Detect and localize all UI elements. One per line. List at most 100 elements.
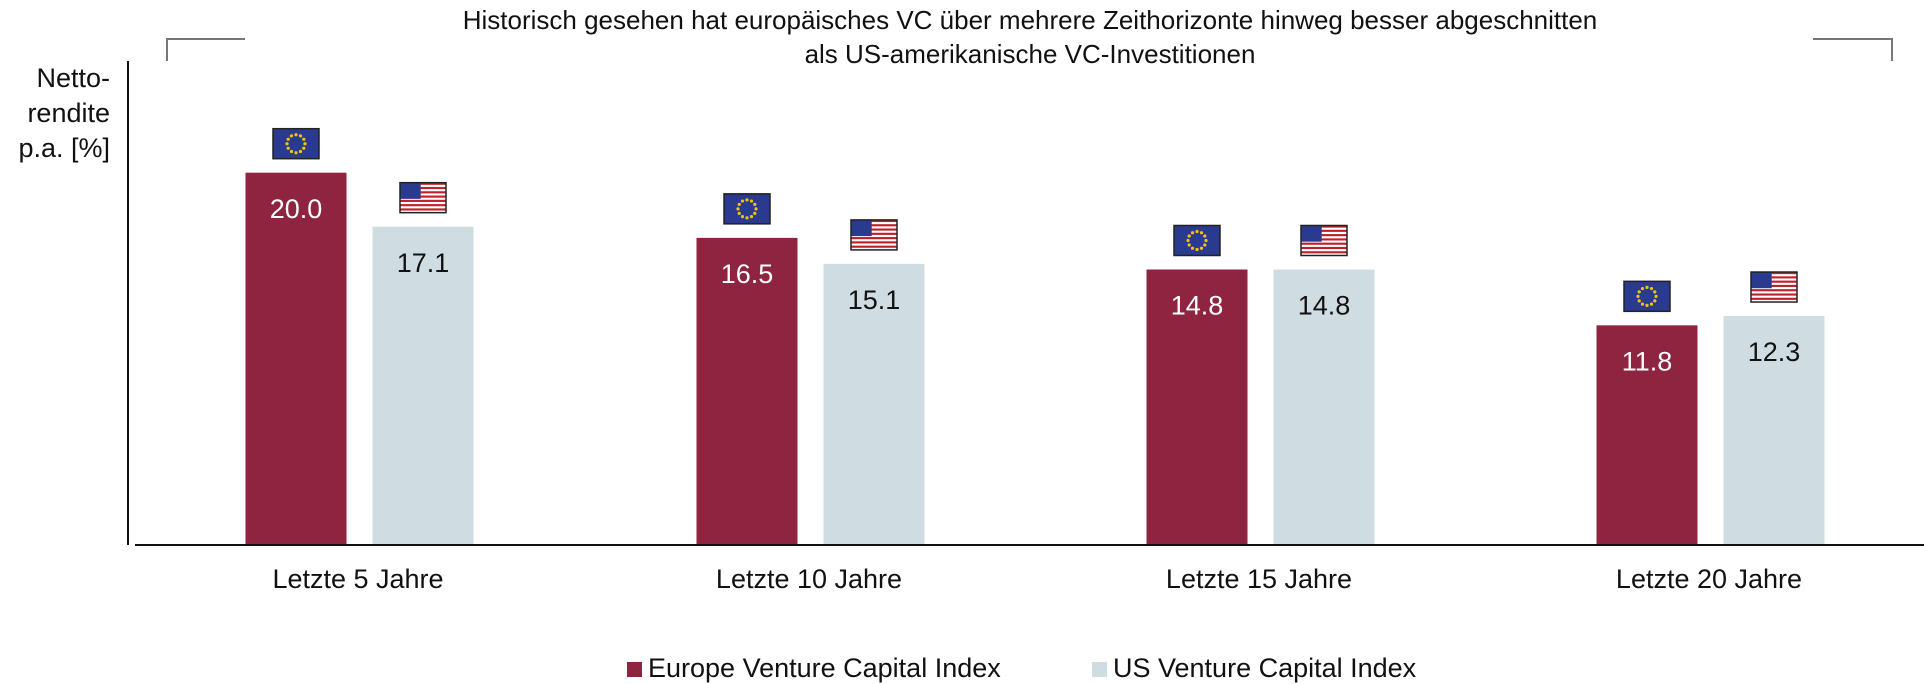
x-tick-label: Letzte 20 Jahre	[1616, 564, 1802, 594]
flag-star	[289, 134, 294, 138]
flag-stripe	[851, 224, 897, 227]
flag-stripe	[1301, 229, 1347, 232]
x-tick-label: Letzte 10 Jahre	[716, 564, 902, 594]
y-axis-label: p.a. [%]	[18, 133, 110, 163]
data-label: 11.8	[1622, 346, 1673, 376]
eu-flag	[272, 127, 320, 160]
flag-stripe	[400, 204, 446, 207]
flag-stripe	[400, 208, 446, 211]
bar	[1146, 269, 1248, 545]
flag-star	[740, 215, 745, 219]
flag-star	[1190, 231, 1195, 235]
flag-star	[1654, 294, 1658, 298]
data-label: 14.8	[1298, 291, 1351, 321]
flag-star	[1195, 247, 1199, 252]
data-label: 14.8	[1171, 291, 1224, 321]
y-axis-label: Netto-	[36, 63, 110, 93]
flag-star	[745, 216, 749, 220]
flag-star	[1645, 303, 1649, 307]
bar	[696, 237, 798, 545]
flag-border	[1750, 271, 1798, 303]
flag-star	[753, 202, 757, 206]
flag-stripe	[851, 228, 897, 231]
flag-star	[1645, 285, 1649, 289]
us-flag	[1750, 271, 1798, 303]
flag-star	[1636, 294, 1640, 298]
flag-stripe	[400, 199, 446, 202]
flag-stripe	[1751, 289, 1797, 292]
legend-label: US Venture Capital Index	[1113, 653, 1417, 683]
flag-border	[850, 219, 898, 251]
flag-stripe	[1301, 246, 1347, 250]
flag-star	[1203, 234, 1207, 238]
x-tick-label: Letzte 15 Jahre	[1166, 564, 1352, 594]
flag-star	[749, 199, 754, 203]
flag-stripe	[851, 245, 897, 248]
flag-star	[1195, 229, 1199, 234]
eu-flag	[1173, 224, 1221, 257]
flag-star	[1190, 246, 1195, 250]
bar	[823, 263, 925, 545]
flag-star	[1204, 238, 1208, 243]
flag-star	[1649, 302, 1654, 306]
flag-star	[1637, 290, 1641, 294]
flag-stripe	[400, 191, 446, 194]
flag-star	[294, 151, 298, 155]
flag-star	[1187, 243, 1191, 247]
y-axis-label: rendite	[27, 98, 110, 128]
flag-star	[286, 146, 290, 150]
flag-border	[399, 181, 447, 214]
flag-stripe	[1301, 234, 1347, 237]
bracket	[1813, 38, 1893, 61]
flag-star	[754, 207, 758, 211]
data-label: 15.1	[848, 285, 901, 315]
bar	[1596, 325, 1698, 545]
flag-star	[1199, 231, 1204, 235]
legend-swatch	[1092, 662, 1107, 677]
flag-stripe	[1301, 238, 1347, 241]
flag-star	[737, 202, 741, 206]
flag-canton	[400, 182, 421, 199]
flag-stripe	[1751, 280, 1797, 283]
bar	[372, 226, 474, 545]
flag-star	[749, 215, 754, 219]
legend-label: Europe Venture Capital Index	[648, 653, 1001, 683]
flag-star	[289, 149, 294, 154]
flag-canton	[1301, 225, 1322, 242]
flag-star	[745, 198, 749, 202]
flag-stripe	[851, 237, 897, 240]
flag-star	[740, 199, 745, 203]
bar	[1723, 316, 1825, 545]
flag-star	[1637, 299, 1641, 303]
flag-stripe	[400, 186, 446, 190]
flag-star	[1640, 302, 1645, 306]
flag-star	[1653, 299, 1657, 303]
flag-stripe	[1751, 293, 1797, 296]
bracket	[166, 38, 245, 61]
data-label: 16.5	[721, 259, 774, 289]
flag-stripe	[1751, 272, 1797, 275]
flag-stripe	[1751, 276, 1797, 279]
flag-star	[298, 149, 303, 154]
flag-star	[736, 207, 740, 211]
flag-stripe	[1301, 242, 1347, 245]
flag-star	[302, 137, 306, 141]
flag-star	[285, 142, 289, 146]
flag-star	[1203, 243, 1207, 247]
flag-stripe	[1301, 251, 1347, 254]
chart-title: als US-amerikanische VC-Investitionen	[805, 39, 1256, 69]
flag-star	[286, 137, 290, 141]
flag-stripe	[851, 232, 897, 235]
flag-star	[294, 133, 298, 137]
data-label: 20.0	[270, 194, 323, 224]
flag-star	[1199, 246, 1204, 250]
x-tick-label: Letzte 5 Jahre	[272, 564, 443, 594]
bar	[1273, 269, 1375, 545]
eu-flag	[1623, 280, 1671, 313]
flag-stripe	[851, 219, 897, 223]
data-label: 17.1	[397, 248, 450, 278]
flag-star	[1187, 234, 1191, 238]
flag-canton	[1751, 272, 1772, 289]
chart-title: Historisch gesehen hat europäisches VC ü…	[463, 5, 1598, 35]
